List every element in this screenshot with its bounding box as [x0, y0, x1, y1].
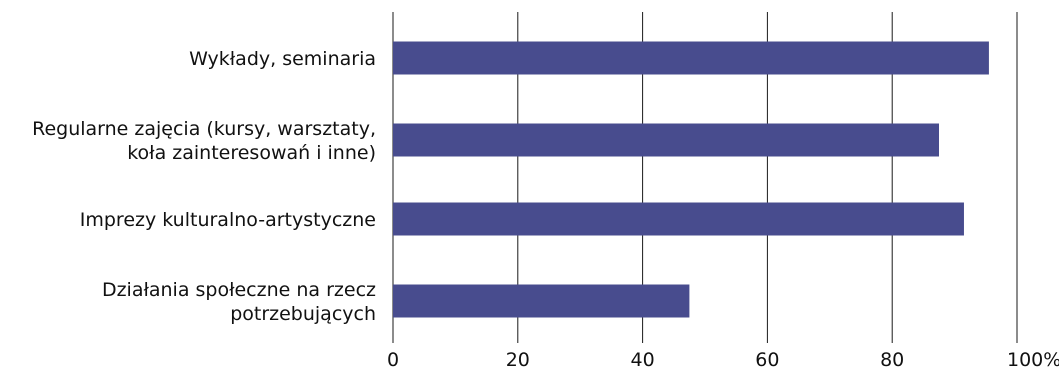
category-label: Regularne zajęcia (kursy, warsztaty,	[32, 118, 376, 140]
x-tick-label: 100%	[1007, 349, 1059, 369]
bar	[393, 41, 989, 75]
category-label: Imprezy kulturalno-artystyczne	[80, 209, 376, 231]
category-label: koła zainteresowań i inne)	[127, 142, 376, 164]
x-tick-label: 0	[387, 349, 399, 369]
category-label: potrzebujących	[230, 303, 376, 325]
x-tick-label: 40	[631, 349, 655, 369]
bar	[393, 284, 690, 318]
bar	[393, 123, 939, 157]
category-label: Wykłady, seminaria	[189, 48, 376, 70]
bars	[393, 41, 989, 318]
category-label: Działania społeczne na rzecz	[102, 279, 376, 301]
x-tick-label: 20	[506, 349, 530, 369]
category-labels: Wykłady, seminaria Regularne zajęcia (kur…	[32, 48, 376, 325]
x-tick-label: 60	[755, 349, 779, 369]
x-tick-label: 80	[880, 349, 904, 369]
bar	[393, 202, 964, 236]
x-axis-tick-labels: 0 20 40 60 80 100%	[387, 349, 1059, 369]
